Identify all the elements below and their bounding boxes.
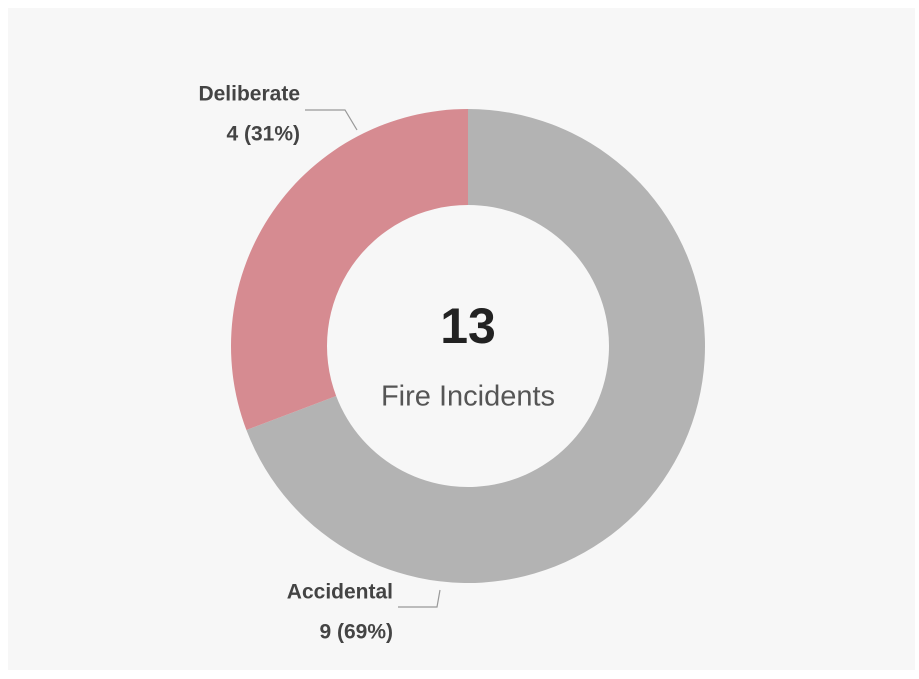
leader-line [398,589,441,608]
leader-line [305,109,358,131]
donut-slice [246,109,705,583]
slice-label: Accidental [287,581,393,604]
slice-label: Deliberate [198,83,300,106]
slice-value-label: 9 (69%) [319,621,393,644]
center-label: Fire Incidents [381,381,555,413]
donut-slice [231,109,468,431]
center-value: 13 [440,298,496,354]
slice-value-label: 4 (31%) [226,123,300,146]
